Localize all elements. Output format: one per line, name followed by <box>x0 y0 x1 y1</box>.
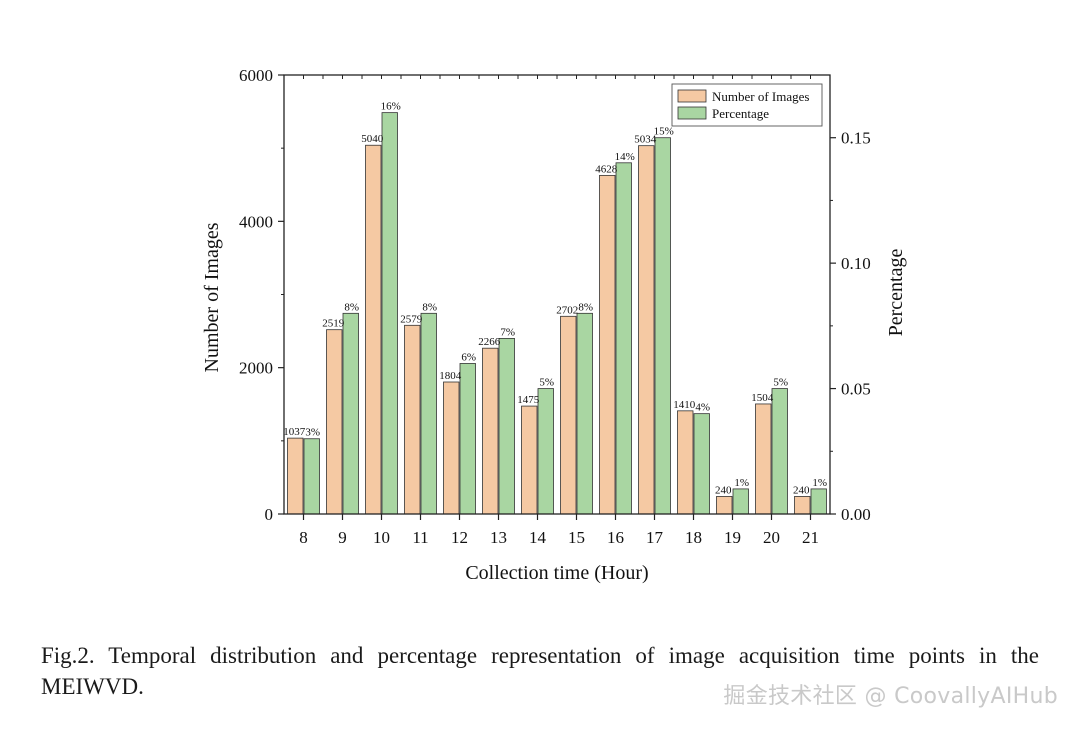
x-tick-label: 10 <box>373 528 390 547</box>
legend-label: Number of Images <box>712 89 809 104</box>
data-label-percentage: 5% <box>773 377 788 389</box>
figure-caption: Fig.2. Temporal distribution and percent… <box>41 643 1039 699</box>
bar-percentage-13 <box>498 337 515 515</box>
bar-images-11 <box>404 324 421 515</box>
x-tick-label: 20 <box>763 528 780 547</box>
data-label-percentage: 6% <box>461 351 476 363</box>
data-label-percentage: 1% <box>812 477 827 489</box>
bar-percentage-16 <box>615 162 632 515</box>
x-tick-label: 17 <box>646 528 664 547</box>
bar-images-21 <box>794 496 811 515</box>
data-label-percentage: 15% <box>654 126 674 138</box>
bar-images-18 <box>677 410 694 515</box>
bar-images-9 <box>326 329 343 515</box>
bar-images-17 <box>638 145 655 515</box>
bar-percentage-15 <box>576 312 593 515</box>
data-label-percentage: 14% <box>615 151 635 163</box>
bar-images-15 <box>560 315 577 515</box>
data-label-percentage: 8% <box>578 301 593 313</box>
bar-percentage-12 <box>459 363 476 515</box>
x-tick-label: 8 <box>299 528 308 547</box>
data-label-percentage: 7% <box>500 326 515 338</box>
bar-percentage-8 <box>303 438 320 515</box>
x-tick-label: 13 <box>490 528 507 547</box>
y2-tick-label: 0.10 <box>841 254 871 273</box>
bar-percentage-9 <box>342 312 359 515</box>
x-tick-label: 15 <box>568 528 585 547</box>
bar-percentage-14 <box>537 388 554 515</box>
y2-tick-label: 0.05 <box>841 380 871 399</box>
bar-images-16 <box>599 174 616 515</box>
data-label-images: 1037 <box>283 426 306 438</box>
x-tick-label: 11 <box>412 528 428 547</box>
data-label-images: 4628 <box>595 163 618 175</box>
data-label-percentage: 1% <box>734 477 749 489</box>
data-label-images: 5034 <box>634 134 657 146</box>
y2-tick-label: 0.00 <box>841 505 871 524</box>
legend-swatch <box>677 106 707 120</box>
data-label-images: 240 <box>715 484 732 496</box>
data-label-images: 2579 <box>400 313 423 325</box>
data-label-images: 1504 <box>751 392 774 404</box>
data-label-images: 1410 <box>673 399 696 411</box>
data-label-images: 1475 <box>517 394 540 406</box>
bar-images-20 <box>755 403 772 515</box>
x-axis-title: Collection time (Hour) <box>465 562 648 584</box>
legend-swatch <box>677 89 707 103</box>
data-label-images: 1804 <box>439 370 462 382</box>
y-tick-label: 6000 <box>239 66 273 85</box>
y-tick-label: 2000 <box>239 359 273 378</box>
x-tick-label: 19 <box>724 528 741 547</box>
y2-tick-label: 0.15 <box>841 129 871 148</box>
data-label-images: 5040 <box>361 133 384 145</box>
data-label-images: 2702 <box>556 304 578 316</box>
data-label-percentage: 4% <box>695 402 710 414</box>
bar-images-10 <box>365 144 382 515</box>
y2-axis-title: Percentage <box>885 249 907 337</box>
data-label-images: 2266 <box>478 336 501 348</box>
data-label-images: 240 <box>793 484 810 496</box>
bar-images-14 <box>521 405 538 515</box>
y-axis-title: Number of Images <box>201 222 223 372</box>
y-tick-label: 4000 <box>239 212 273 231</box>
bar-percentage-21 <box>810 488 827 515</box>
y-tick-label: 0 <box>265 505 274 524</box>
bar-images-12 <box>443 381 460 515</box>
bar-images-19 <box>716 496 733 515</box>
data-label-percentage: 8% <box>422 301 437 313</box>
data-label-percentage: 8% <box>344 301 359 313</box>
data-label-percentage: 16% <box>381 101 401 113</box>
x-tick-label: 12 <box>451 528 468 547</box>
x-tick-label: 9 <box>338 528 347 547</box>
data-label-percentage: 3% <box>305 427 320 439</box>
x-tick-label: 21 <box>802 528 819 547</box>
x-tick-label: 16 <box>607 528 624 547</box>
data-label-percentage: 5% <box>539 377 554 389</box>
x-tick-label: 14 <box>529 528 547 547</box>
bar-percentage-18 <box>693 413 710 515</box>
bar-percentage-20 <box>771 388 788 515</box>
bar-percentage-10 <box>381 112 398 515</box>
bar-chart: 1037 3%25198%504016%25798%18046%22667%147… <box>201 66 907 584</box>
bar-images-13 <box>482 347 499 515</box>
bar-images-8 <box>287 437 304 515</box>
data-label-images: 2519 <box>322 318 345 330</box>
x-tick-label: 18 <box>685 528 702 547</box>
bar-percentage-17 <box>654 137 671 515</box>
legend-label: Percentage <box>712 106 769 121</box>
bar-percentage-19 <box>732 488 749 515</box>
bar-percentage-11 <box>420 312 437 515</box>
watermark: 掘金技术社区 @ CoovallyAIHub <box>723 684 1058 709</box>
